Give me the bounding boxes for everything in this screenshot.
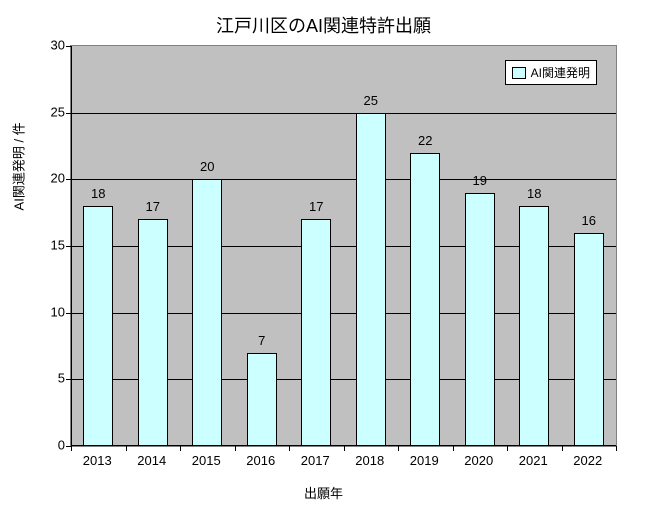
x-tick <box>616 446 617 451</box>
bar-value-label: 19 <box>473 173 487 188</box>
x-tick <box>453 446 454 451</box>
x-tick-label: 2014 <box>137 453 166 468</box>
bar <box>301 219 331 446</box>
y-tick <box>66 46 71 47</box>
legend-swatch <box>512 67 526 79</box>
x-tick-label: 2013 <box>83 453 112 468</box>
x-tick-label: 2019 <box>410 453 439 468</box>
legend: AI関連発明 <box>505 60 597 85</box>
bar <box>83 206 113 446</box>
x-tick-label: 2020 <box>464 453 493 468</box>
y-tick <box>66 379 71 380</box>
grid-line <box>71 179 616 180</box>
legend-label: AI関連発明 <box>531 64 590 81</box>
x-tick-label: 2017 <box>301 453 330 468</box>
y-axis-label: AI関連発明 / 件 <box>9 122 28 210</box>
bar <box>574 233 604 446</box>
plot-area: 18 17 20 7 17 25 22 19 18 16 <box>70 45 617 447</box>
x-tick <box>507 446 508 451</box>
bar-value-label: 25 <box>364 93 378 108</box>
x-axis-label: 出願年 <box>0 483 647 502</box>
chart-title: 江戸川区のAI関連特許出願 <box>0 12 647 38</box>
x-tick <box>289 446 290 451</box>
y-tick-label: 20 <box>35 171 65 186</box>
y-tick-label: 25 <box>35 104 65 119</box>
bar-value-label: 7 <box>258 333 265 348</box>
x-tick <box>562 446 563 451</box>
bar <box>247 353 277 446</box>
y-tick-label: 0 <box>35 438 65 453</box>
y-tick-label: 30 <box>35 38 65 53</box>
bar-value-label: 18 <box>91 186 105 201</box>
bar-value-label: 20 <box>200 159 214 174</box>
y-tick-label: 15 <box>35 238 65 253</box>
x-tick-label: 2015 <box>192 453 221 468</box>
y-tick <box>66 246 71 247</box>
bar <box>465 193 495 446</box>
y-tick <box>66 179 71 180</box>
x-tick-label: 2021 <box>519 453 548 468</box>
y-tick-label: 10 <box>35 304 65 319</box>
bar <box>192 179 222 446</box>
x-tick <box>126 446 127 451</box>
x-tick-label: 2018 <box>355 453 384 468</box>
bar-value-label: 17 <box>309 199 323 214</box>
bar <box>138 219 168 446</box>
x-tick <box>398 446 399 451</box>
y-tick <box>66 313 71 314</box>
x-tick-label: 2022 <box>573 453 602 468</box>
bar <box>356 113 386 446</box>
y-tick <box>66 113 71 114</box>
x-tick <box>180 446 181 451</box>
bar-value-label: 17 <box>146 199 160 214</box>
bar <box>519 206 549 446</box>
grid-line <box>71 113 616 114</box>
y-tick-label: 5 <box>35 371 65 386</box>
bar-value-label: 18 <box>527 186 541 201</box>
x-tick <box>71 446 72 451</box>
bar <box>410 153 440 446</box>
x-tick-label: 2016 <box>246 453 275 468</box>
bar-value-label: 22 <box>418 133 432 148</box>
x-tick <box>344 446 345 451</box>
bar-value-label: 16 <box>582 213 596 228</box>
chart-container: 江戸川区のAI関連特許出願 18 17 20 7 17 25 22 19 18 16 AI関連発明… <box>0 0 647 514</box>
x-tick <box>235 446 236 451</box>
